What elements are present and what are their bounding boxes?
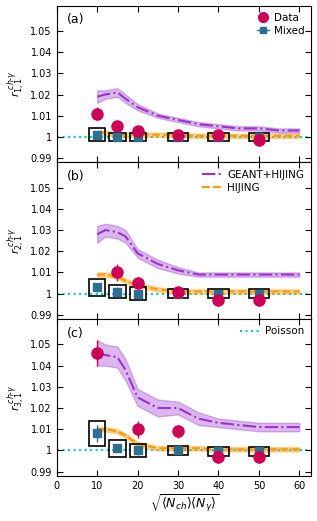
Bar (249, 133, 269, 141)
Bar (130, 444, 146, 457)
Text: (b): (b) (67, 170, 85, 183)
Bar (130, 287, 146, 300)
Bar (208, 289, 229, 298)
Bar (109, 285, 126, 298)
Bar (168, 446, 188, 455)
Y-axis label: $r_{1,1}^{\ ch\text{-}\gamma}$: $r_{1,1}^{\ ch\text{-}\gamma}$ (6, 70, 28, 97)
Text: (c): (c) (67, 327, 84, 340)
Bar (109, 133, 126, 141)
Bar (89, 128, 105, 141)
Text: (a): (a) (67, 14, 84, 27)
Bar (249, 447, 269, 456)
Bar (208, 133, 229, 141)
Bar (89, 279, 105, 296)
X-axis label: $\sqrt{\langle N_{ch}\rangle\langle N_{\gamma}\rangle}$: $\sqrt{\langle N_{ch}\rangle\langle N_{\… (150, 493, 219, 515)
Legend: GEANT+HIJING, HIJING: GEANT+HIJING, HIJING (198, 166, 308, 197)
Bar (109, 440, 126, 457)
Bar (168, 133, 188, 141)
Bar (249, 289, 269, 298)
Bar (208, 447, 229, 456)
Bar (89, 421, 105, 446)
Y-axis label: $r_{3,1}^{\ ch\text{-}\gamma}$: $r_{3,1}^{\ ch\text{-}\gamma}$ (6, 384, 28, 411)
Bar (130, 133, 146, 141)
Legend: Data, Mixed: Data, Mixed (253, 9, 308, 40)
Bar (168, 289, 188, 298)
Y-axis label: $r_{2,1}^{\ ch\text{-}\gamma}$: $r_{2,1}^{\ ch\text{-}\gamma}$ (6, 227, 28, 254)
Legend: Poisson: Poisson (236, 322, 308, 341)
